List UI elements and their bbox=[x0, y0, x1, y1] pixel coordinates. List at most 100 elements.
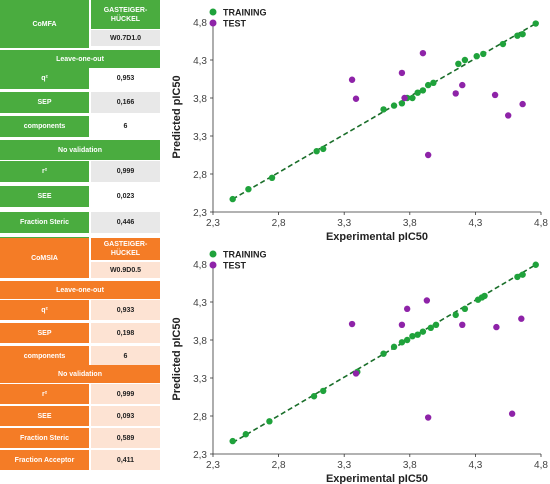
x-tick-label: 2,8 bbox=[272, 218, 286, 229]
y-tick-label: 4,3 bbox=[193, 56, 207, 67]
training-point bbox=[473, 53, 480, 60]
training-point bbox=[403, 336, 411, 344]
comfa-nv-label: SEE bbox=[0, 186, 89, 207]
legend-marker-training bbox=[209, 8, 217, 16]
test-point bbox=[348, 76, 356, 83]
training-point bbox=[409, 94, 416, 102]
comfa-method-cell bbox=[91, 0, 160, 29]
training-point bbox=[519, 30, 526, 38]
comfa-nv-value: 0,023 bbox=[91, 186, 160, 207]
y-tick-label: 3,8 bbox=[193, 336, 207, 347]
comsia-nv-value: 0,589 bbox=[91, 428, 160, 448]
training-point bbox=[514, 273, 521, 281]
test-point bbox=[424, 151, 432, 159]
training-point bbox=[398, 339, 406, 346]
comfa-nv-label: r² bbox=[0, 161, 89, 182]
training-point bbox=[320, 145, 327, 153]
training-point bbox=[390, 343, 398, 351]
y-tick-label: 3,3 bbox=[193, 374, 207, 385]
comfa-loo-row: q² 0,953 bbox=[0, 68, 160, 89]
legend-marker-test bbox=[209, 19, 217, 27]
comfa-nv-row: Fraction Steric 0,446 bbox=[0, 212, 160, 233]
legend-marker-training bbox=[209, 250, 217, 258]
comsia-loo-value: 0,933 bbox=[91, 300, 160, 320]
comsia-nv-label: Fraction Acceptor bbox=[0, 450, 89, 470]
comfa-nv-row: SEE 0,023 bbox=[0, 186, 160, 207]
comsia-nv-value: 0,093 bbox=[91, 406, 160, 426]
comsia-loo-label: components bbox=[0, 346, 89, 366]
comsia-nv-title: No validation bbox=[0, 365, 160, 383]
y-tick-label: 2,3 bbox=[193, 450, 207, 461]
test-point bbox=[423, 297, 431, 304]
training-point bbox=[419, 328, 427, 335]
test-point bbox=[452, 90, 459, 97]
legend-label-training: TRAINING bbox=[223, 8, 267, 18]
training-point bbox=[514, 32, 521, 39]
comfa-loo-row: SEP 0,166 bbox=[0, 92, 160, 113]
x-axis-label: Experimental pIC50 bbox=[326, 231, 428, 242]
training-point bbox=[409, 333, 416, 340]
comsia-nv-value: 0,411 bbox=[91, 450, 160, 470]
training-point bbox=[532, 261, 539, 268]
x-tick-label: 3,8 bbox=[403, 218, 417, 229]
comsia-title: CoMSIA bbox=[0, 238, 89, 278]
test-point bbox=[424, 414, 432, 421]
x-tick-label: 4,3 bbox=[468, 218, 482, 229]
training-point bbox=[380, 350, 387, 357]
y-tick-label: 2,8 bbox=[193, 412, 207, 423]
x-tick-label: 2,3 bbox=[206, 218, 220, 229]
test-point bbox=[493, 323, 500, 331]
comfa-nv-title: No validation bbox=[0, 140, 160, 160]
comsia-method-cell bbox=[91, 238, 160, 260]
x-tick-label: 2,3 bbox=[206, 460, 220, 471]
legend-label-training: TRAINING bbox=[223, 250, 267, 260]
test-point bbox=[508, 410, 516, 417]
training-point bbox=[380, 106, 387, 113]
comfa-loo-label: SEP bbox=[0, 92, 89, 113]
comsia-nv-row: Fraction Steric 0,589 bbox=[0, 428, 160, 448]
test-point bbox=[398, 321, 406, 328]
training-point bbox=[481, 292, 488, 300]
comsia-loo-label: q² bbox=[0, 300, 89, 320]
training-point bbox=[424, 81, 432, 89]
x-tick-label: 4,8 bbox=[534, 460, 548, 471]
test-point bbox=[519, 100, 526, 108]
test-point bbox=[505, 112, 512, 119]
comsia-loo-label: SEP bbox=[0, 323, 89, 343]
comsia-nv-label: SEE bbox=[0, 406, 89, 426]
comfa-loo-value: 0,953 bbox=[91, 68, 160, 89]
training-point bbox=[229, 437, 236, 445]
x-tick-label: 3,3 bbox=[337, 460, 351, 471]
comfa-nv-row: r² 0,999 bbox=[0, 161, 160, 182]
training-point bbox=[229, 195, 236, 203]
comfa-loo-value: 6 bbox=[91, 116, 160, 137]
comfa-model: W0.7D1.0 bbox=[91, 30, 160, 46]
legend-marker-test bbox=[209, 261, 217, 269]
comfa-loo-row: components 6 bbox=[0, 116, 160, 137]
comsia-method: GASTEIGER-HÜCKEL bbox=[103, 241, 148, 257]
training-point bbox=[532, 20, 539, 27]
comsia-nv-label: Fraction Steric bbox=[0, 428, 89, 448]
test-point bbox=[352, 370, 360, 377]
training-point bbox=[268, 174, 276, 181]
training-point bbox=[320, 387, 327, 395]
y-tick-label: 4,8 bbox=[193, 18, 207, 29]
comsia-model: W0.9D0.5 bbox=[91, 262, 160, 278]
comfa-loo-value: 0,166 bbox=[91, 92, 160, 113]
comsia-nv-value: 0,999 bbox=[91, 384, 160, 404]
scatter-chart-comsia: 2,3 2,8 3,3 3,8 4,3 4,8 2,3 2,8 3,3 3,8 4,3 4,8 Expe… bbox=[171, 250, 548, 484]
training-point bbox=[419, 87, 427, 94]
training-point bbox=[245, 186, 252, 193]
test-point bbox=[459, 321, 466, 328]
legend-label-test: TEST bbox=[223, 261, 247, 271]
training-point bbox=[242, 431, 249, 438]
x-tick-label: 3,3 bbox=[337, 218, 351, 229]
comsia-nv-row: SEE 0,093 bbox=[0, 406, 160, 426]
x-tick-label: 4,3 bbox=[468, 460, 482, 471]
training-point bbox=[480, 50, 487, 58]
comfa-loo-title: Leave-one-out bbox=[0, 50, 160, 68]
comsia-loo-row: SEP 0,198 bbox=[0, 323, 160, 343]
training-point bbox=[427, 324, 434, 332]
training-point bbox=[390, 102, 398, 109]
y-axis-label: Predicted pIC50 bbox=[171, 75, 183, 158]
